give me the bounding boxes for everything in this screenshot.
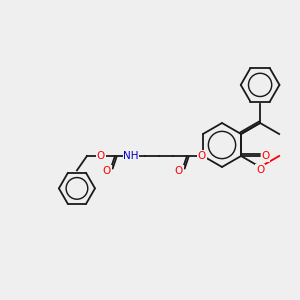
Text: O: O xyxy=(256,165,264,175)
Text: NH: NH xyxy=(123,151,139,161)
Text: O: O xyxy=(262,151,270,161)
Text: O: O xyxy=(97,151,105,161)
Text: O: O xyxy=(175,166,183,176)
Text: O: O xyxy=(103,166,111,176)
Text: O: O xyxy=(198,151,206,161)
